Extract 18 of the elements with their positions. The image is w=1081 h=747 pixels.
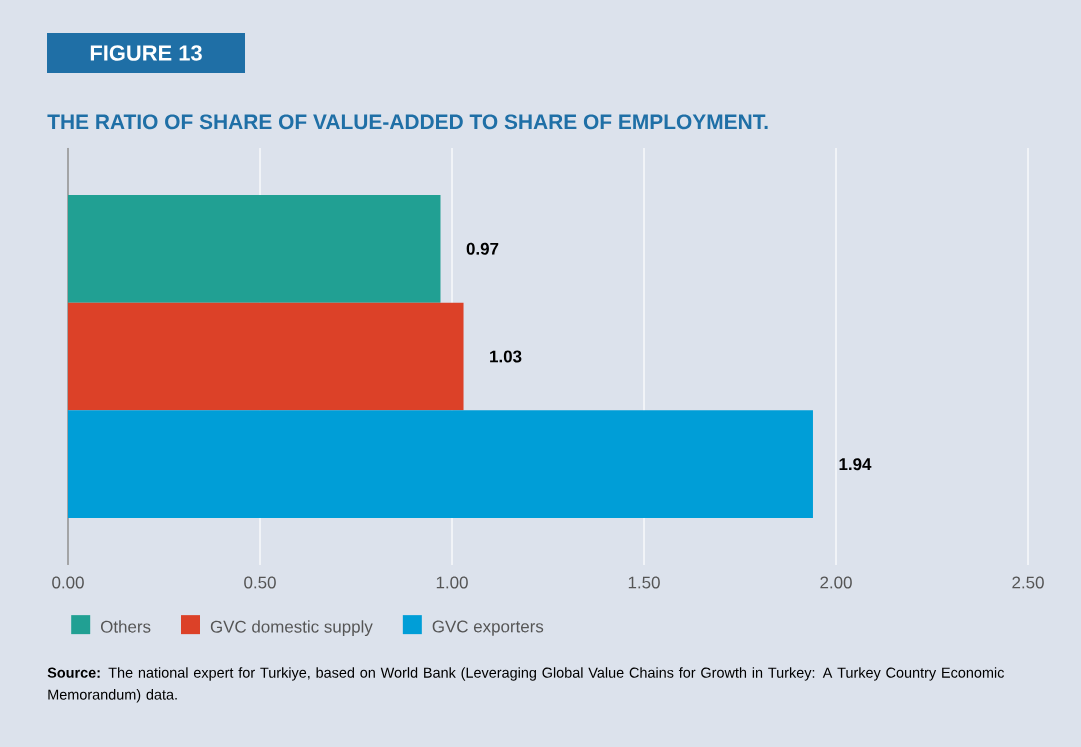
- bar: [68, 194, 441, 303]
- x-tick-label: 0.00: [52, 576, 84, 589]
- x-tick-label: 2.50: [1012, 576, 1044, 589]
- caption: FIGURE 13: [90, 45, 202, 61]
- data-label: 1.94: [839, 458, 872, 471]
- legend-label: Others: [100, 620, 151, 633]
- data-label: 0.97: [466, 242, 499, 255]
- x-tick-label: 1.00: [436, 576, 468, 589]
- bar: [68, 410, 813, 519]
- data-label: 1.03: [490, 350, 522, 363]
- text: Source: The national expert for Turkiye, based on World Bank (Leveraging Global Value Chains for Growth in Turkey: A Turkey Country Economic Memorandum) data.: [47, 667, 1004, 703]
- x-tick-label: 0.50: [244, 576, 276, 589]
- x-tick-label: 1.50: [628, 576, 660, 589]
- legend-label: GVC domestic supply: [210, 620, 373, 637]
- x-tick-label: 2.00: [820, 576, 852, 589]
- legend-label: GVC exporters: [432, 620, 544, 636]
- bar: [68, 302, 464, 411]
- chart-title: THE RATIO OF SHARE OF VALUE-ADDED TO SHARE OF EMPLOYMENT.: [47, 114, 768, 130]
